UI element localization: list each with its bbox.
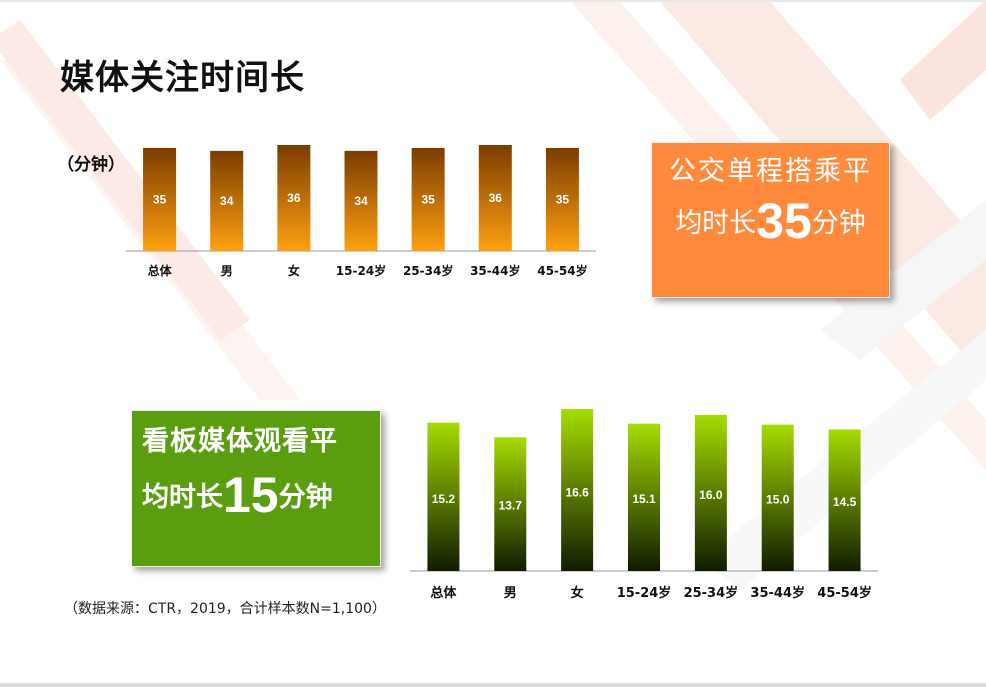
bus-callout-suffix: 分钟 [811,208,866,239]
category-label-6: 45-54岁 [537,263,587,278]
bar-5 [478,145,512,251]
bar-value-label-4: 35 [421,193,435,207]
bar-1 [494,437,527,571]
bar-value-label-1: 34 [220,194,234,208]
board-duration-bar-chart: 15.2 总体 13.7 男 16.6 女 15.1 15-24岁 16.0 25-34岁 15.0… [410,409,878,601]
bar-2 [277,145,311,251]
bar-0 [427,422,460,571]
bus-callout-box: 公交单程搭乘平 均时长35分钟 [651,142,890,298]
category-label-4: 25-34岁 [684,585,739,601]
category-label-5: 35-44岁 [750,585,805,601]
category-label-3: 15-24岁 [617,585,672,601]
bar-6 [545,147,579,251]
board-callout-suffix: 分钟 [278,482,333,513]
category-label-2: 女 [288,263,300,278]
bar-value-label-6: 14.5 [833,495,857,509]
bus-callout-prefix: 均时长 [675,208,757,239]
bar-value-label-3: 15.1 [632,492,656,506]
y-unit-label: （分钟） [57,155,125,175]
category-label-3: 15-24岁 [336,263,386,278]
bar-5 [761,424,794,571]
bar-value-label-2: 36 [287,191,301,205]
bar-4 [411,147,445,251]
bar-1 [210,150,244,251]
bar-6 [828,429,861,571]
bus-callout-line1: 公交单程搭乘平 [669,156,872,187]
bar-value-label-0: 35 [153,193,167,207]
bar-value-label-1: 13.7 [499,498,523,512]
category-label-6: 45-54岁 [817,585,872,601]
bus-callout-line2: 均时长35分钟 [652,192,889,250]
category-label-2: 女 [571,585,584,601]
category-label-5: 35-44岁 [470,263,520,278]
bar-0 [143,147,177,251]
board-callout-line2: 均时长15分钟 [142,466,380,524]
bar-value-label-0: 15.2 [432,492,456,506]
board-callout-value: 15 [223,467,279,523]
bar-value-label-3: 34 [354,194,368,208]
bus-duration-bar-chart: 35 总体 34 男 36 女 34 15-24岁 35 25-34岁 36 35-44岁 35 45-5… [126,145,596,278]
slide-bottom-border [0,683,986,687]
bus-callout-value: 35 [756,193,812,249]
category-label-0: 总体 [430,585,457,601]
category-label-1: 男 [504,586,517,601]
bar-value-label-6: 35 [556,193,570,207]
bar-3 [628,423,660,571]
board-callout-box: 看板媒体观看平 均时长15分钟 [131,410,381,567]
source-note: （数据来源：CTR，2019，合计样本数N=1,100） [64,601,386,617]
bar-value-label-4: 16.0 [699,488,723,502]
board-callout-line1: 看板媒体观看平 [142,426,338,457]
bar-value-label-5: 15.0 [766,493,790,507]
bar-3 [344,150,378,251]
bar-4 [694,414,727,571]
category-label-0: 总体 [148,263,173,278]
category-label-1: 男 [221,264,233,278]
bar-2 [561,409,594,571]
category-label-4: 25-34岁 [403,263,453,278]
board-callout-prefix: 均时长 [142,482,223,513]
bar-value-label-5: 36 [489,191,503,205]
bar-value-label-2: 16.6 [565,485,589,499]
page-title: 媒体关注时间长 [60,58,305,98]
slide-top-border [0,0,986,2]
